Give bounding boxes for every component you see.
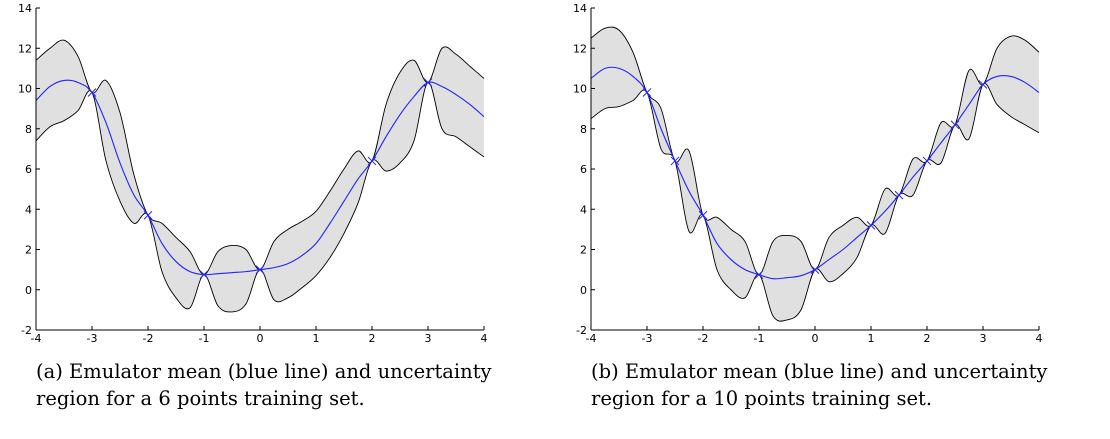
y-tick-label: 2 xyxy=(25,244,32,257)
training-point-marker xyxy=(978,80,988,89)
x-tick-label: 3 xyxy=(980,332,987,345)
y-tick-label: 0 xyxy=(25,284,32,297)
x-tick-label: -4 xyxy=(31,332,42,345)
x-tick-label: 1 xyxy=(868,332,875,345)
panel-a: -2 0 2 4 6 8 10 12 14 -4 -3 -2 -1 0 1 2 3 4 (a) Emulator … xyxy=(18,2,492,410)
training-point-marker xyxy=(642,88,652,97)
training-point-marker xyxy=(87,88,97,97)
training-point-marker xyxy=(810,265,820,274)
y-tick-label: 2 xyxy=(580,244,587,257)
x-tick-label: -3 xyxy=(642,332,653,345)
x-tick-label: -1 xyxy=(754,332,765,345)
panel-b: -2 0 2 4 6 8 10 12 14 -4 -3 -2 -1 0 1 2 3 4 (b) Emulator … xyxy=(555,0,1110,439)
y-tick-label: 6 xyxy=(25,163,32,176)
y-tick-label: 12 xyxy=(18,42,32,55)
training-point-marker xyxy=(698,210,708,220)
x-tick-label: 1 xyxy=(313,332,320,345)
x-tick-label: -2 xyxy=(698,332,709,345)
y-tick-label: -2 xyxy=(21,324,32,337)
y-tick-label: 0 xyxy=(580,284,587,297)
y-tick-label: 10 xyxy=(573,83,587,96)
x-tick-label: 0 xyxy=(257,332,264,345)
x-tick-label: -2 xyxy=(143,332,154,345)
training-point-marker xyxy=(866,220,876,230)
uncertainty-band xyxy=(591,27,1039,322)
y-tick-label: 12 xyxy=(573,42,587,55)
y-tick-label: 14 xyxy=(18,2,32,15)
training-point-marker xyxy=(199,270,209,280)
y-tick-label: 8 xyxy=(580,123,587,136)
caption-b: (b) Emulator mean (blue line) and uncert… xyxy=(591,360,1048,410)
x-tick-label: -1 xyxy=(199,332,210,345)
training-point-marker xyxy=(950,120,960,130)
y-tick-label: -2 xyxy=(576,324,587,337)
training-point-marker xyxy=(894,190,904,200)
x-tick-label: 4 xyxy=(1036,332,1043,345)
training-point-marker xyxy=(367,156,377,166)
y-tick-label: 4 xyxy=(580,203,587,216)
y-tick-label: 6 xyxy=(580,163,587,176)
x-tick-label: -4 xyxy=(586,332,597,345)
training-point-marker xyxy=(143,210,153,220)
x-tick-label: 0 xyxy=(812,332,819,345)
y-tick-label: 10 xyxy=(18,83,32,96)
training-point-marker xyxy=(670,156,680,166)
x-tick-label: 4 xyxy=(481,332,488,345)
training-point-marker xyxy=(423,78,433,87)
upper-bound-line xyxy=(590,26,1040,276)
x-tick-label: 2 xyxy=(924,332,931,345)
y-tick-label: 14 xyxy=(573,2,587,15)
x-tick-label: 3 xyxy=(425,332,432,345)
training-point-marker xyxy=(754,270,764,280)
caption-a: (a) Emulator mean (blue line) and uncert… xyxy=(36,360,492,410)
y-tick-label: 8 xyxy=(25,123,32,136)
y-tick-label: 4 xyxy=(25,203,32,216)
x-tick-label: 2 xyxy=(369,332,376,345)
training-point-marker xyxy=(922,156,932,166)
training-point-marker xyxy=(255,265,265,274)
x-tick-label: -3 xyxy=(87,332,98,345)
